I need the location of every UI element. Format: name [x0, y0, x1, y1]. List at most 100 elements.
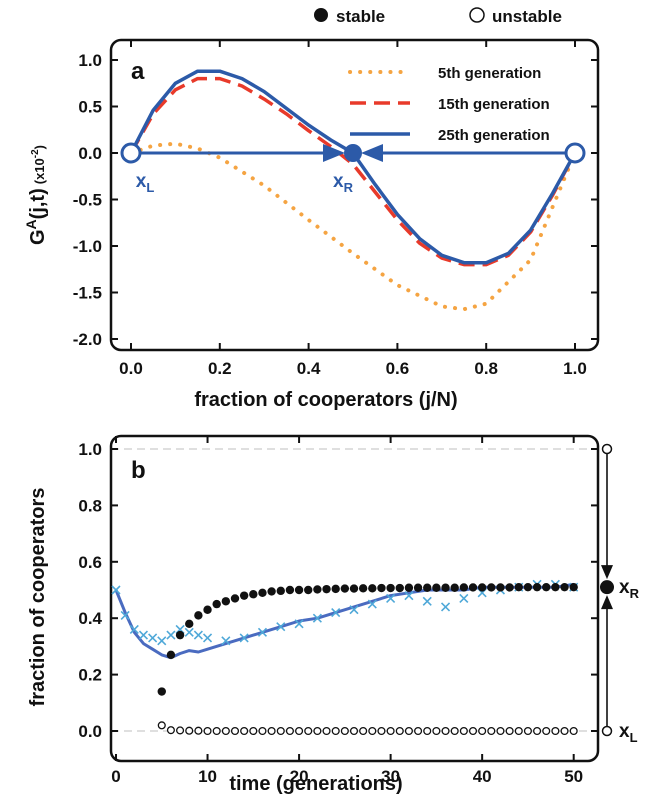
cross-marker — [120, 610, 130, 620]
unstable-point — [404, 726, 413, 736]
panel-a-ylabel: GA(j,t)(x10-2) — [23, 145, 49, 245]
panel-b-ylabel: fraction of cooperators — [27, 488, 49, 707]
unstable-point — [432, 726, 441, 736]
cross-marker — [459, 593, 469, 604]
unstable-fixed-point — [601, 725, 613, 737]
unstable-fixed-point — [601, 443, 613, 455]
side-arrow-up-head — [601, 595, 613, 610]
cross-marker — [422, 596, 432, 606]
stable-point — [505, 583, 514, 592]
unstable-point — [533, 726, 542, 736]
unstable-point — [523, 726, 532, 736]
cross-marker — [239, 633, 249, 643]
cross-marker — [157, 636, 167, 646]
y-tick-label: 0.5 — [78, 98, 102, 117]
stable-point — [175, 630, 185, 640]
cross-marker — [294, 619, 304, 629]
stable-point — [404, 583, 414, 592]
unstable-point — [230, 726, 240, 736]
stable-point — [468, 583, 478, 592]
stable-point — [194, 611, 203, 620]
panel-a-flow-arrows — [141, 144, 565, 162]
stable-point — [551, 582, 560, 592]
y-tick-label: 1.0 — [78, 51, 102, 70]
panel-a-legend: 5th generation 15th generation 25th genera… — [348, 65, 550, 144]
stable-point — [560, 582, 569, 592]
cross-marker — [129, 624, 139, 635]
panel-b-xlabel: time (generations) — [229, 773, 402, 795]
stable-point — [304, 585, 313, 595]
cross-marker — [331, 607, 341, 618]
panel-a-fixed-points: xL xR — [120, 142, 586, 195]
fixed-point-label: xL — [136, 171, 155, 195]
panel-b: b 0 10 20 30 40 50 1.0 0.8 0.6 0.4 0.2 0.0 xR xL tim… — [27, 434, 640, 795]
y-tick-label: -1.0 — [73, 237, 102, 256]
unstable-fixed-point — [564, 142, 586, 164]
stable-point — [166, 650, 176, 660]
cross-marker — [404, 591, 414, 601]
x-tick-label: 20 — [290, 767, 309, 786]
unstable-point — [368, 726, 377, 736]
legend-label-3: 25th generation — [438, 127, 550, 144]
stable-point — [340, 584, 350, 593]
panel-b-flow-diagram: xR xL — [600, 443, 640, 745]
panel-a-label: a — [131, 58, 145, 85]
cross-marker — [276, 622, 286, 632]
unstable-point — [459, 726, 468, 736]
series-line-2 — [129, 76, 577, 267]
unstable-point — [386, 726, 395, 736]
unstable-legend-label: unstable — [492, 7, 562, 26]
unstable-point — [240, 726, 249, 736]
panel-a-xlabel: fraction of cooperators (j/N) — [194, 389, 457, 411]
y-tick-label: 0.4 — [78, 609, 102, 628]
stable-point — [377, 583, 386, 593]
cross-marker — [166, 630, 176, 640]
cross-marker — [202, 633, 213, 643]
unstable-point — [395, 726, 404, 736]
unstable-point — [331, 726, 340, 736]
stable-fixed-point — [344, 144, 362, 162]
unstable-point — [359, 726, 368, 736]
unstable-point — [166, 726, 175, 735]
y-tick-label: 0.6 — [78, 553, 102, 572]
simulation-line — [114, 582, 574, 660]
side-arrow-down-head — [601, 565, 613, 580]
unstable-point — [185, 726, 194, 735]
unstable-point — [249, 726, 258, 736]
unstable-point — [569, 726, 578, 736]
stable-point — [294, 585, 304, 595]
stable-point — [349, 584, 359, 593]
unstable-point — [551, 726, 560, 736]
unstable-point — [349, 726, 359, 736]
stable-point — [413, 583, 423, 592]
panel-a-frame — [109, 38, 600, 352]
x-tick-label: 50 — [564, 767, 583, 786]
stable-point — [358, 584, 368, 593]
unstable-point — [441, 726, 450, 736]
y-tick-label: 1.0 — [78, 440, 102, 459]
stable-legend-label: stable — [336, 7, 385, 26]
stable-point — [322, 584, 331, 594]
stable-point — [514, 582, 523, 592]
unstable-point — [221, 726, 230, 736]
cross-marker — [257, 627, 268, 637]
fixed-point-label: xL — [619, 721, 638, 745]
stable-point — [523, 582, 533, 592]
unstable-fixed-point — [120, 142, 142, 164]
panel-b-series — [111, 579, 579, 736]
stable-point — [239, 591, 249, 600]
x-tick-label: 0 — [111, 767, 120, 786]
cross-marker — [221, 636, 231, 646]
fixed-point-label: xR — [333, 171, 354, 195]
x-tick-label: 40 — [473, 767, 492, 786]
cross-marker — [148, 633, 158, 643]
stable-point — [487, 583, 496, 592]
stable-point — [441, 583, 450, 592]
stable-point — [249, 590, 258, 599]
unstable-point — [377, 726, 386, 736]
unstable-point — [468, 726, 478, 736]
cross-marker — [312, 613, 322, 623]
unstable-point — [450, 726, 459, 736]
stable-point — [331, 584, 340, 594]
